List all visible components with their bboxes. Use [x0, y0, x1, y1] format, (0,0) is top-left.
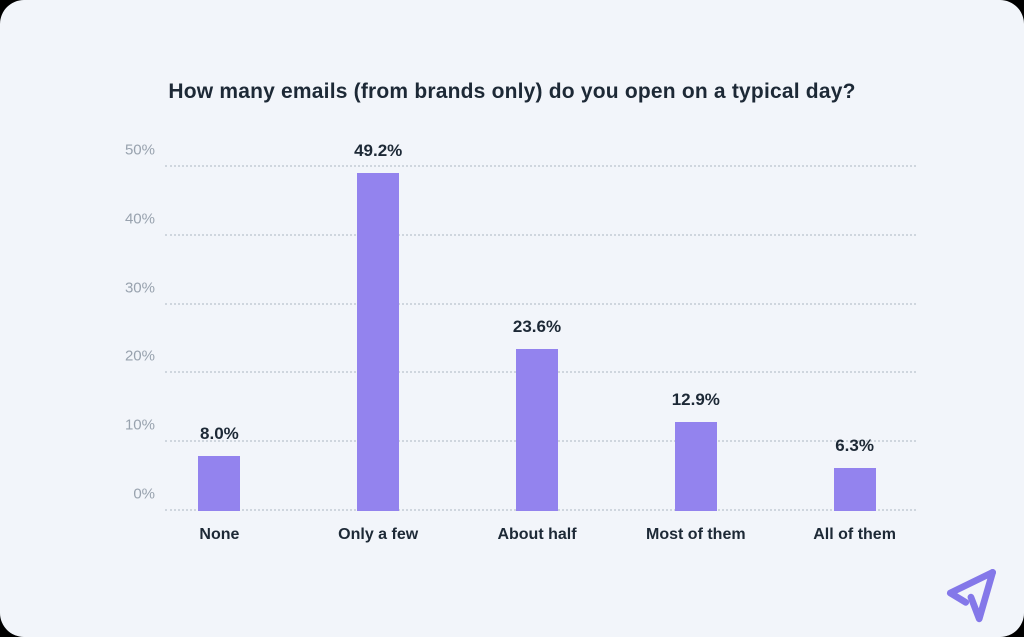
- bar-column-0: 8.0% None: [140, 167, 299, 543]
- gridline-30: [165, 302, 916, 305]
- chart-title: How many emails (from brands only) do yo…: [168, 80, 856, 103]
- x-axis-category-label: None: [199, 526, 240, 543]
- bar-value-label: 49.2%: [354, 140, 403, 160]
- y-axis-tick-label: 10%: [124, 416, 155, 434]
- y-axis-tick-label: 0%: [133, 485, 155, 503]
- x-axis-category-label: Only a few: [338, 526, 419, 543]
- y-axis-tick-label: 50%: [124, 141, 155, 159]
- y-axis-tick-label: 30%: [124, 279, 155, 297]
- bar: [833, 467, 876, 511]
- paper-plane-icon: [946, 569, 996, 623]
- bar-value-label: 6.3%: [835, 435, 874, 455]
- y-axis-tick-label: 40%: [124, 210, 155, 228]
- plot-area: 0% 10% 20% 30% 40% 50% 8.0% None 49.2% Only a few…: [125, 141, 934, 543]
- bar-value-label: 23.6%: [512, 316, 562, 336]
- bar: [674, 422, 717, 511]
- bar-value-label: 12.9%: [671, 390, 720, 410]
- gridline-50: [165, 165, 916, 167]
- bar: [515, 348, 558, 511]
- bar-column-2: 23.6% About half: [458, 167, 617, 543]
- x-axis-category-label: Most of them: [646, 526, 746, 543]
- bar-value-label: 8.0%: [200, 423, 239, 443]
- bar-column-3: 12.9% Most of them: [616, 167, 775, 543]
- bars-container: 8.0% None 49.2% Only a few 23.6% About half 12…: [140, 141, 934, 543]
- x-axis-category-label: About half: [497, 526, 577, 543]
- bar: [198, 455, 241, 511]
- bar-column-1: 49.2% Only a few: [299, 141, 458, 543]
- y-axis-tick-label: 20%: [124, 347, 155, 365]
- x-axis-category-label: All of them: [813, 526, 896, 543]
- bar-column-4: 6.3% All of them: [775, 167, 934, 543]
- gridline-40: [165, 233, 916, 236]
- bar: [357, 172, 400, 511]
